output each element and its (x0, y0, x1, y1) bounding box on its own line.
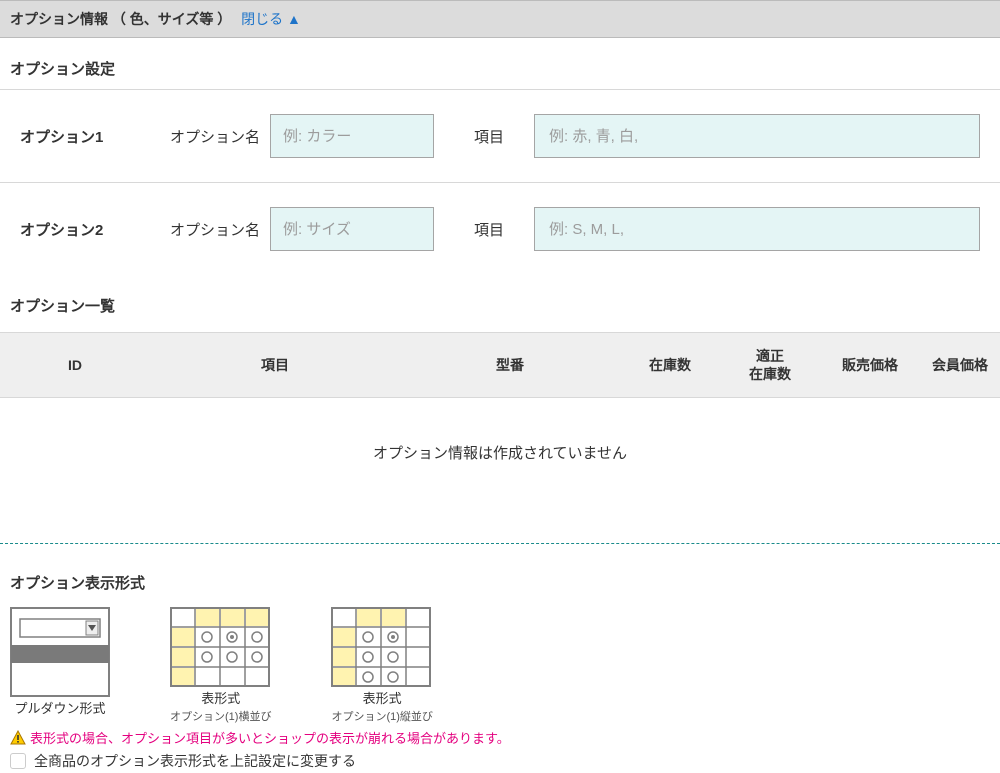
option-row-2: オプション2 オプション名 項目 (0, 182, 1000, 275)
option-items-input-1[interactable] (534, 114, 980, 158)
display-title: オプション表示形式 (0, 544, 1000, 607)
header-title: オプション情報 （ 色、サイズ等 ） (10, 11, 231, 27)
empty-message: オプション情報は作成されていません (0, 398, 1000, 533)
close-toggle[interactable]: 閉じる ▲ (241, 11, 301, 27)
apply-all-label: 全商品のオプション表示形式を上記設定に変更する (34, 751, 356, 771)
table-header: 型番 (400, 333, 620, 398)
option-name-label: オプション名 (160, 219, 270, 240)
option-name-label: オプション名 (160, 126, 270, 147)
format-sub: オプション(1)横並び (170, 708, 271, 724)
warning-line: 表形式の場合、オプション項目が多いとショップの表示が崩れる場合があります。 (0, 724, 1000, 749)
option-items-input-2[interactable] (534, 207, 980, 251)
format-caption: 表形式 (331, 691, 432, 708)
apply-all-row: 全商品のオプション表示形式を上記設定に変更する (0, 749, 1000, 773)
table-h-icon (170, 607, 270, 687)
format-options: プルダウン形式 表形式 オプション(1)横並び (0, 607, 1000, 724)
format-table-vertical[interactable]: 表形式 オプション(1)縦並び (331, 607, 432, 724)
format-table-horizontal[interactable]: 表形式 オプション(1)横並び (170, 607, 271, 724)
list-title: オプション一覧 (0, 275, 1000, 326)
option-number: オプション2 (20, 219, 160, 240)
format-caption: プルダウン形式 (10, 701, 110, 718)
table-v-icon (331, 607, 431, 687)
table-header: 販売価格 (820, 333, 920, 398)
table-header-row: ID項目型番在庫数適正 在庫数販売価格会員価格 (0, 333, 1000, 398)
option-number: オプション1 (20, 126, 160, 147)
options-header: オプション情報 （ 色、サイズ等 ） 閉じる ▲ (0, 0, 1000, 38)
table-header: 適正 在庫数 (720, 333, 820, 398)
format-pulldown[interactable]: プルダウン形式 (10, 607, 110, 724)
format-caption: 表形式 (170, 691, 271, 708)
warning-text: 表形式の場合、オプション項目が多いとショップの表示が崩れる場合があります。 (30, 728, 510, 747)
apply-all-checkbox[interactable] (10, 753, 26, 769)
table-header: 在庫数 (620, 333, 720, 398)
format-sub: オプション(1)縦並び (331, 708, 432, 724)
option-name-input-1[interactable] (270, 114, 434, 158)
table-header: 項目 (150, 333, 400, 398)
items-label: 項目 (434, 126, 534, 147)
settings-title: オプション設定 (0, 38, 1000, 89)
options-table: ID項目型番在庫数適正 在庫数販売価格会員価格 (0, 332, 1000, 398)
warning-icon (10, 730, 26, 746)
table-header: ID (0, 333, 150, 398)
option-row-1: オプション1 オプション名 項目 (0, 89, 1000, 182)
option-name-input-2[interactable] (270, 207, 434, 251)
items-label: 項目 (434, 219, 534, 240)
table-header: 会員価格 (920, 333, 1000, 398)
pulldown-icon (10, 607, 110, 697)
